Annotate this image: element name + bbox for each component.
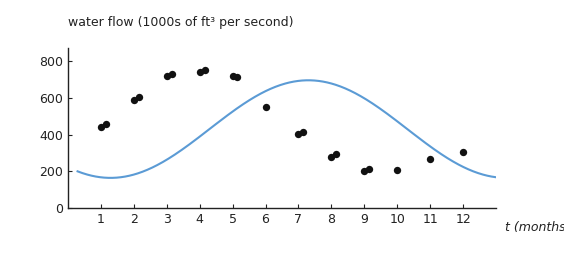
Point (360, 169, 369, 174)
Text: water flow (1000s of ft³ per second): water flow (1000s of ft³ per second) (68, 16, 293, 29)
Point (101, 121, 110, 126)
Point (261, 105, 270, 109)
Point (459, 150, 468, 154)
Point (134, 95, 143, 99)
Point (332, 152, 341, 156)
Point (228, 73, 237, 78)
Point (162, 73, 171, 78)
Point (200, 68, 209, 72)
Point (299, 130, 308, 134)
Point (327, 155, 336, 159)
Point (365, 167, 374, 171)
Point (96, 125, 105, 129)
Point (167, 72, 176, 76)
Point (294, 132, 303, 136)
Point (195, 70, 204, 74)
Text: t (months): t (months) (505, 221, 564, 234)
Point (426, 157, 435, 162)
Point (393, 167, 402, 172)
Point (129, 97, 138, 102)
Point (233, 74, 242, 79)
